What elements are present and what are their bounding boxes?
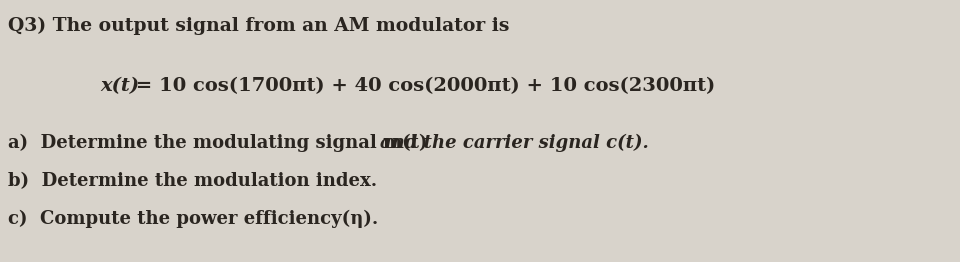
Text: b)  Determine the modulation index.: b) Determine the modulation index. xyxy=(8,172,377,190)
Text: a)  Determine the modulating signal m(t): a) Determine the modulating signal m(t) xyxy=(8,134,434,152)
Text: c)  Compute the power efficiency(η).: c) Compute the power efficiency(η). xyxy=(8,210,378,228)
Text: = 10 cos(1700πt) + 40 cos(2000πt) + 10 cos(2300πt): = 10 cos(1700πt) + 40 cos(2000πt) + 10 c… xyxy=(129,77,715,95)
Text: x(t): x(t) xyxy=(100,77,139,95)
Text: and the carrier signal c(t).: and the carrier signal c(t). xyxy=(380,134,649,152)
Text: Q3) The output signal from an AM modulator is: Q3) The output signal from an AM modulat… xyxy=(8,17,510,35)
